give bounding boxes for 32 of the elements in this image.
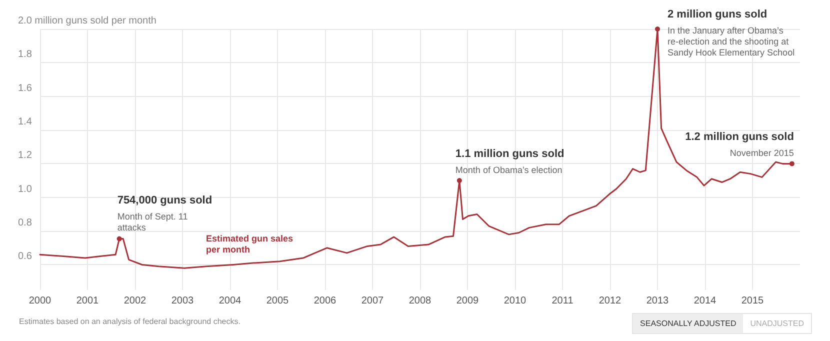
x-tick-label: 2005 xyxy=(266,296,290,306)
x-tick-label: 2010 xyxy=(504,296,527,306)
y-tick-label: 2.0 million guns sold per month xyxy=(18,16,156,26)
text: SEASONALLY ADJUSTED xyxy=(633,314,744,333)
x-tick-label: 2013 xyxy=(646,296,670,306)
x-tick-label: 2011 xyxy=(552,296,574,306)
annotation: 1.2 million guns sold November 2015 xyxy=(685,131,794,158)
x-tick-label: 2000 xyxy=(28,296,52,306)
annotation: 2 million guns sold In the January after Obama’s re-election and the shooting at Sandy Hook Elementary School xyxy=(668,8,795,58)
x-tick-label: 2006 xyxy=(314,296,337,306)
y-tick-label: 1.2 xyxy=(18,150,32,162)
x-tick-label: 2014 xyxy=(694,296,717,306)
x-tick-label: 2002 xyxy=(124,296,147,306)
x-tick-label: 2008 xyxy=(408,296,432,306)
series-label: Estimated gun sales per month xyxy=(206,234,294,254)
x-tick-label: 2015 xyxy=(741,296,764,306)
x-tick-label: 2007 xyxy=(361,296,384,306)
y-tick-label: 1.4 xyxy=(18,116,32,128)
x-tick-label: 2001 xyxy=(76,296,100,306)
x-tick-label: 2009 xyxy=(456,296,480,306)
y-tick-label: 1.0 xyxy=(18,184,32,195)
x-tick-label: 2004 xyxy=(218,296,242,306)
y-tick-label: 1.6 xyxy=(18,82,32,94)
x-tick-label: 2003 xyxy=(171,296,194,306)
y-tick-label: 1.8 xyxy=(18,49,32,60)
y-tick-label: 0.6 xyxy=(18,251,32,262)
annotation: 1.1 million guns sold Month of Obama’s election xyxy=(455,148,564,176)
y-tick-label: 0.8 xyxy=(18,218,32,229)
text: UNADJUSTED xyxy=(743,314,811,333)
x-tick-label: 2012 xyxy=(598,296,622,306)
annotation: 754,000 guns sold Month of Sept. 11 attacks xyxy=(117,194,212,232)
text: Estimates based on an analysis of federal background checks. xyxy=(19,317,240,326)
